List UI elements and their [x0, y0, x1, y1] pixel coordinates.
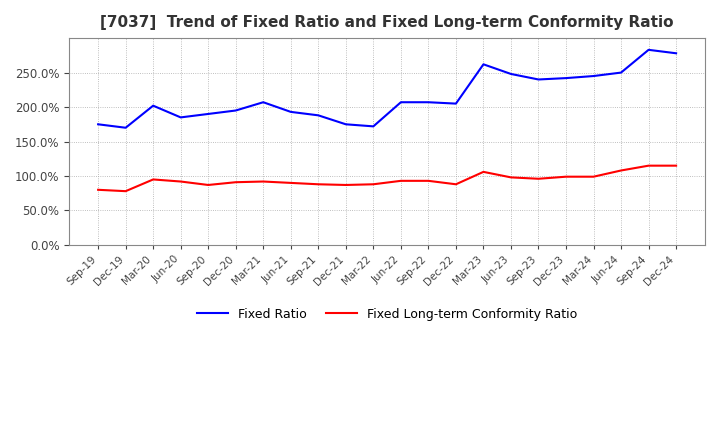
Fixed Long-term Conformity Ratio: [644, 163, 653, 169]
Fixed Long-term Conformity Ratio: [94, 187, 102, 192]
Fixed Ratio: [176, 115, 185, 120]
Fixed Long-term Conformity Ratio: [176, 179, 185, 184]
Fixed Long-term Conformity Ratio: [314, 182, 323, 187]
Line: Fixed Ratio: Fixed Ratio: [98, 50, 676, 128]
Fixed Long-term Conformity Ratio: [149, 177, 158, 182]
Title: [7037]  Trend of Fixed Ratio and Fixed Long-term Conformity Ratio: [7037] Trend of Fixed Ratio and Fixed Lo…: [100, 15, 674, 30]
Fixed Long-term Conformity Ratio: [204, 182, 212, 187]
Fixed Long-term Conformity Ratio: [341, 182, 350, 187]
Legend: Fixed Ratio, Fixed Long-term Conformity Ratio: Fixed Ratio, Fixed Long-term Conformity …: [192, 303, 582, 326]
Fixed Long-term Conformity Ratio: [451, 182, 460, 187]
Fixed Ratio: [617, 70, 626, 75]
Fixed Long-term Conformity Ratio: [534, 176, 543, 181]
Fixed Long-term Conformity Ratio: [287, 180, 295, 186]
Fixed Ratio: [94, 121, 102, 127]
Fixed Ratio: [231, 108, 240, 113]
Fixed Ratio: [149, 103, 158, 108]
Fixed Long-term Conformity Ratio: [231, 180, 240, 185]
Fixed Long-term Conformity Ratio: [424, 178, 433, 183]
Fixed Ratio: [204, 111, 212, 117]
Fixed Long-term Conformity Ratio: [369, 182, 378, 187]
Fixed Ratio: [122, 125, 130, 130]
Fixed Ratio: [562, 76, 570, 81]
Fixed Long-term Conformity Ratio: [589, 174, 598, 180]
Fixed Ratio: [397, 99, 405, 105]
Fixed Long-term Conformity Ratio: [259, 179, 268, 184]
Fixed Long-term Conformity Ratio: [122, 188, 130, 194]
Fixed Ratio: [287, 109, 295, 114]
Fixed Long-term Conformity Ratio: [479, 169, 487, 175]
Fixed Long-term Conformity Ratio: [562, 174, 570, 180]
Fixed Ratio: [479, 62, 487, 67]
Fixed Ratio: [672, 51, 680, 56]
Fixed Ratio: [534, 77, 543, 82]
Fixed Ratio: [451, 101, 460, 106]
Fixed Ratio: [259, 99, 268, 105]
Fixed Ratio: [507, 71, 516, 77]
Fixed Ratio: [644, 47, 653, 52]
Fixed Ratio: [341, 121, 350, 127]
Fixed Long-term Conformity Ratio: [507, 175, 516, 180]
Fixed Ratio: [589, 73, 598, 79]
Fixed Long-term Conformity Ratio: [672, 163, 680, 169]
Line: Fixed Long-term Conformity Ratio: Fixed Long-term Conformity Ratio: [98, 166, 676, 191]
Fixed Ratio: [369, 124, 378, 129]
Fixed Ratio: [424, 99, 433, 105]
Fixed Long-term Conformity Ratio: [617, 168, 626, 173]
Fixed Long-term Conformity Ratio: [397, 178, 405, 183]
Fixed Ratio: [314, 113, 323, 118]
